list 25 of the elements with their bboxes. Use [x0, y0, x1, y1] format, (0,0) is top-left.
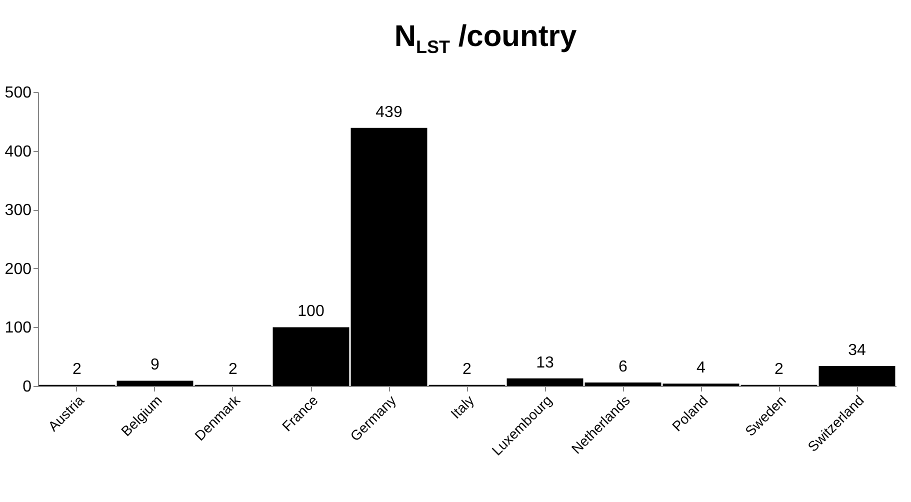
- data-label: 6: [618, 358, 628, 376]
- bar: [506, 378, 584, 386]
- data-label: 13: [536, 354, 554, 372]
- bar: [272, 327, 350, 386]
- data-label: 2: [462, 360, 472, 378]
- y-tick-label: 500: [4, 84, 32, 102]
- chart-title: N$_{LST}$ /country: [393, 19, 578, 58]
- data-label: 2: [774, 360, 784, 378]
- y-tick-label: 200: [4, 260, 32, 278]
- data-label: 439: [376, 104, 402, 121]
- y-tick-label: 300: [4, 202, 32, 220]
- data-label: 9: [150, 356, 160, 374]
- bar: [350, 128, 428, 386]
- y-tick-label: 400: [4, 143, 32, 160]
- data-label: 34: [848, 342, 866, 360]
- data-label: 2: [228, 360, 238, 378]
- data-label: 100: [298, 303, 324, 320]
- x-tick-label: Italy: [447, 392, 477, 422]
- data-label: 4: [696, 360, 706, 377]
- bar: [116, 380, 194, 386]
- y-tick-label: 0: [22, 378, 32, 396]
- bar: [818, 366, 896, 386]
- y-tick-label: 100: [4, 320, 32, 337]
- data-label: 2: [72, 360, 82, 378]
- bar: [584, 382, 662, 386]
